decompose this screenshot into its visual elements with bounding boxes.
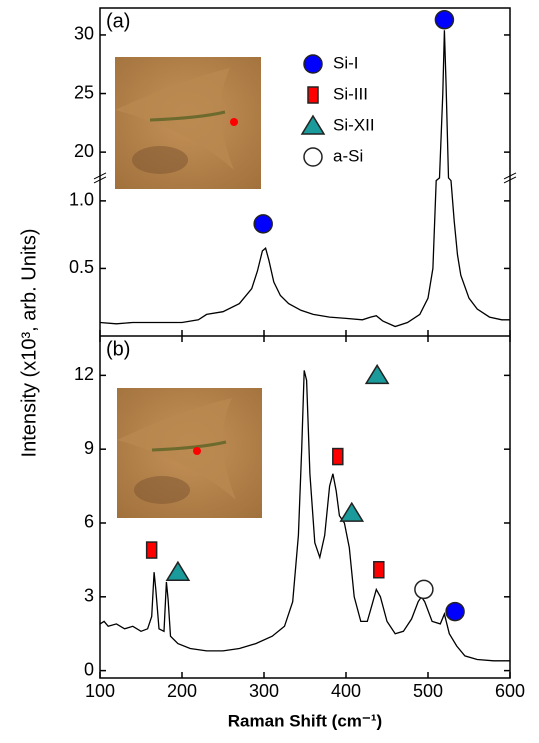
inset-photo-a [115, 57, 261, 189]
legend-label: a-Si [333, 146, 363, 165]
marker-triangle [364, 363, 390, 385]
marker-square [373, 560, 385, 579]
x-tick-label: 600 [495, 681, 525, 701]
marker-open-circle [414, 579, 434, 600]
marker-square [307, 86, 319, 104]
y-tick-label: 6 [84, 512, 94, 532]
plot-frame [99, 7, 511, 679]
marker-triangle [165, 560, 191, 581]
marker-triangle [339, 501, 365, 522]
y-tick-label: 0 [84, 659, 94, 679]
y-tick-label: 9 [84, 438, 94, 458]
panel-label: (b) [106, 338, 130, 360]
legend-label: Si-XII [333, 115, 375, 134]
marker-circle [303, 54, 323, 74]
x-tick-label: 400 [331, 681, 361, 701]
marker-circle [445, 601, 465, 622]
marker-circle [253, 214, 273, 234]
y-tick-label: 25 [74, 82, 94, 102]
x-tick-label: 100 [85, 681, 115, 701]
x-axis-label: Raman Shift (cm⁻¹) [228, 711, 382, 730]
y-tick-label: 20 [74, 141, 94, 161]
legend-label: Si-III [333, 84, 368, 103]
spectrum-line [99, 30, 510, 328]
marker-triangle [300, 114, 326, 135]
y-tick-label: 12 [74, 364, 94, 384]
legend-label: Si-I [333, 53, 359, 72]
y-tick-label: 0.5 [69, 257, 94, 277]
marker-square [145, 541, 158, 559]
y-tick-label: 3 [84, 586, 94, 606]
y-tick-label: 1.0 [69, 190, 94, 210]
panel-label: (a) [106, 10, 130, 32]
marker-circle [434, 9, 455, 30]
y-tick-label: 30 [74, 24, 94, 44]
x-tick-label: 300 [249, 681, 279, 701]
marker-square [332, 447, 344, 466]
inset-photo-b [117, 388, 262, 518]
marker-open-circle [303, 147, 323, 167]
y-axis-label: Intensity (x10³, arb. Units) [18, 229, 40, 458]
x-tick-label: 500 [413, 681, 443, 701]
x-tick-label: 200 [167, 681, 197, 701]
